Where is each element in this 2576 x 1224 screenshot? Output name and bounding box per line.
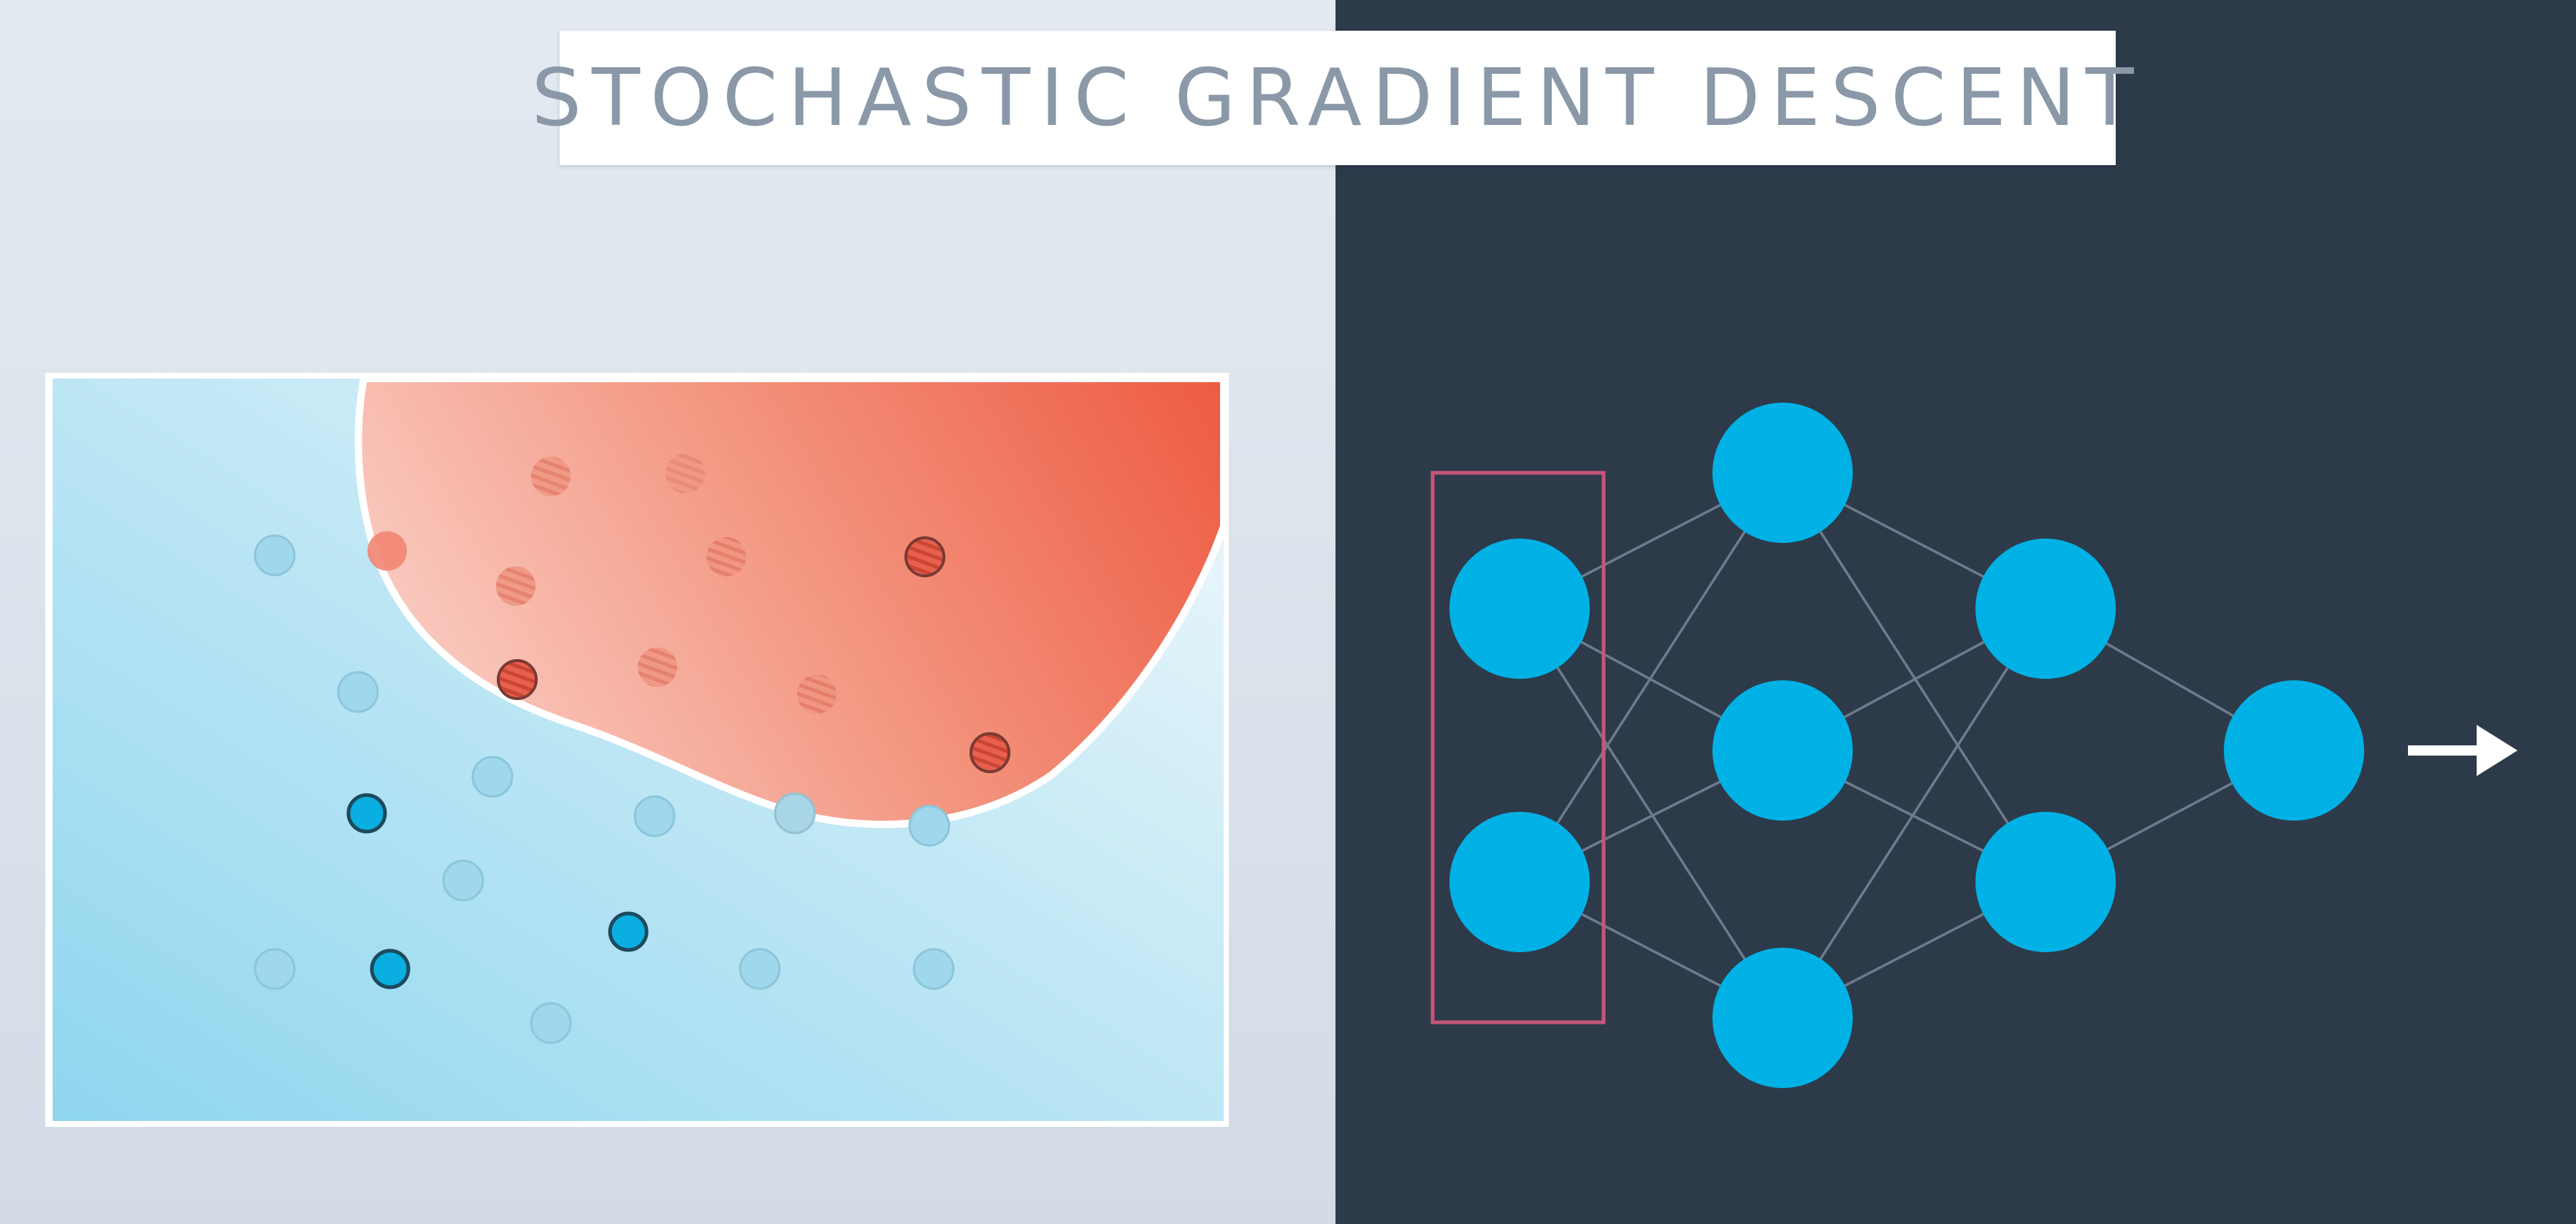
red-point-emphasized	[904, 536, 945, 577]
red-point	[367, 531, 407, 571]
red-point	[531, 457, 571, 496]
output-node	[2224, 680, 2364, 821]
blue-point	[254, 534, 296, 577]
title-banner: STOCHASTIC GRADIENT DESCENT	[531, 31, 2134, 165]
blue-point-emphasized	[370, 949, 411, 989]
hidden-node	[1975, 539, 2116, 679]
blue-point	[337, 671, 379, 713]
red-point	[666, 454, 705, 493]
blue-point-emphasized	[608, 911, 649, 952]
right-arrow-icon	[2408, 725, 2518, 776]
network-edges	[1518, 471, 2295, 1019]
red-point	[496, 566, 536, 606]
blue-point	[530, 1002, 572, 1044]
red-point-emphasized	[969, 732, 1010, 773]
hidden-node	[1975, 812, 2116, 952]
blue-point	[912, 948, 955, 990]
red-point	[638, 647, 677, 687]
hidden-node	[1712, 403, 1853, 543]
blue-point	[739, 948, 781, 990]
blue-point	[442, 859, 484, 902]
blue-points	[254, 534, 955, 1044]
network-nodes	[1449, 403, 2364, 1088]
blue-point	[254, 948, 296, 990]
red-points	[367, 454, 1010, 773]
input-layer-highlight	[1430, 471, 1606, 1025]
input-node	[1449, 812, 1590, 952]
classification-plot	[45, 373, 1229, 1127]
red-point	[797, 674, 837, 714]
hidden-node	[1712, 948, 1853, 1088]
blue-point	[633, 795, 676, 837]
page-title: STOCHASTIC GRADIENT DESCENT	[531, 52, 2144, 144]
input-node	[1449, 539, 1590, 679]
blue-point	[471, 756, 514, 798]
blue-point	[774, 792, 816, 835]
red-point-emphasized	[497, 659, 538, 700]
blue-point	[908, 805, 950, 847]
blue-point-emphasized	[346, 793, 387, 834]
hidden-node	[1712, 680, 1853, 821]
red-point	[706, 537, 746, 577]
